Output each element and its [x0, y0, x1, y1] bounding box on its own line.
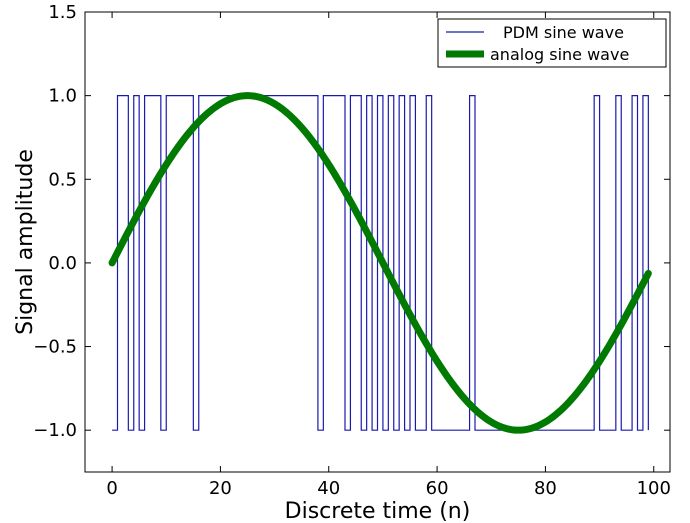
x-axis-label: Discrete time (n): [285, 499, 471, 523]
axis-ticks: 0 20 40 60 80 100 −1.0 −0.5 0.0 0.5 1.0 1.5: [33, 2, 671, 499]
x-tick-label: 60: [426, 478, 449, 499]
y-tick-label: 1.0: [48, 86, 77, 107]
x-tick-label: 40: [317, 478, 340, 499]
y-tick-label: −1.0: [33, 420, 77, 441]
y-tick-label: 0.5: [48, 169, 77, 190]
y-tick-label: 0.0: [48, 253, 77, 274]
x-tick-label: 80: [534, 478, 557, 499]
legend: PDM sine wave analog sine wave: [437, 18, 667, 68]
x-tick-label: 0: [106, 478, 117, 499]
y-tick-label: 1.5: [48, 2, 77, 23]
plot-area: [84, 11, 671, 473]
analog-series: [108, 92, 652, 434]
analog-line: [108, 92, 652, 434]
x-tick-label: 20: [209, 478, 232, 499]
y-axis-label: Signal amplitude: [13, 149, 38, 335]
x-tick-label: 100: [637, 478, 671, 499]
legend-label-analog: analog sine wave: [490, 45, 629, 64]
legend-label-pdm: PDM sine wave: [503, 23, 624, 42]
y-tick-label: −0.5: [33, 337, 77, 358]
legend-box: [437, 18, 667, 68]
